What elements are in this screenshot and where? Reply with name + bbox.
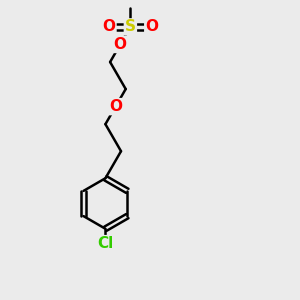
Text: S: S [125,20,136,34]
Text: O: O [109,99,122,114]
Text: O: O [103,20,116,34]
Text: O: O [145,20,158,34]
Text: Cl: Cl [97,236,113,251]
Text: O: O [114,37,127,52]
